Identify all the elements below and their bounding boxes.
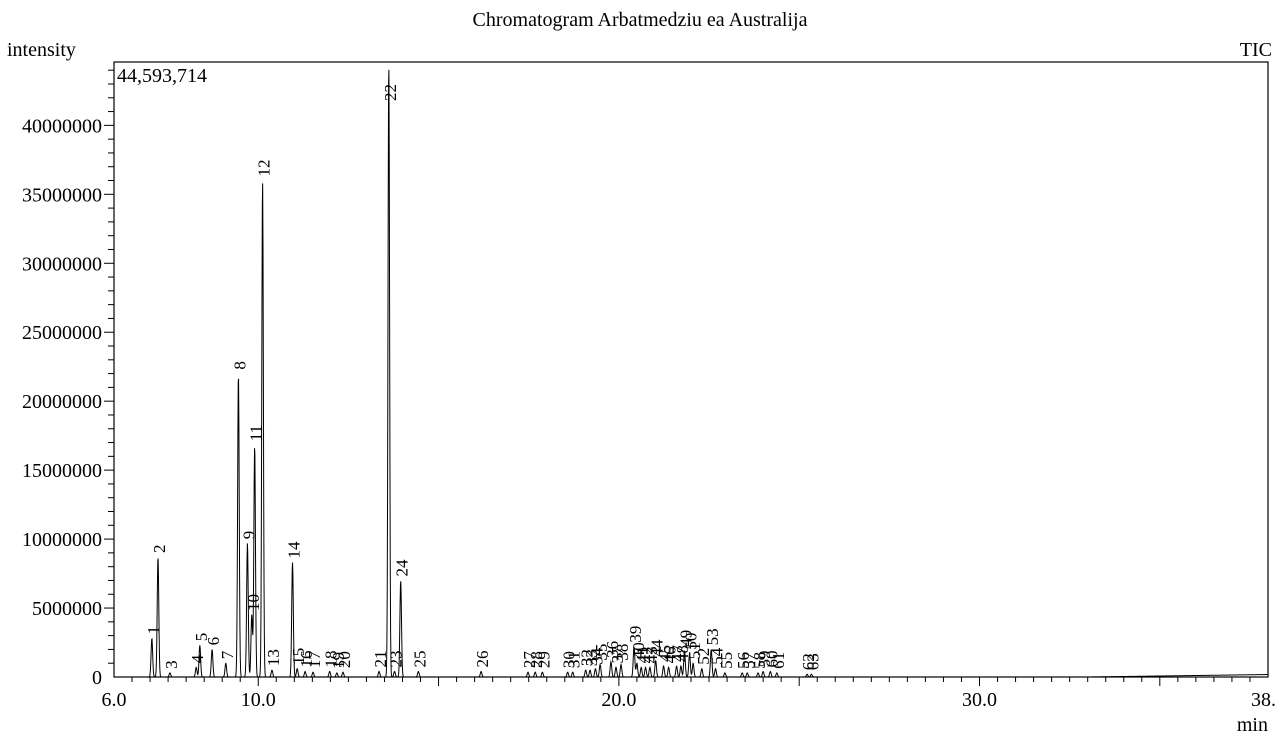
x-tick-label: 38.	[1251, 689, 1276, 711]
peak-label: 11	[247, 425, 266, 441]
peak-label: 45	[656, 645, 675, 662]
y-tick-label: 25000000	[22, 322, 102, 344]
peak-label: 58	[750, 652, 769, 669]
chart-title: Chromatogram Arbatmedziu ea Australija	[473, 9, 808, 31]
peak-label: 22	[381, 84, 400, 101]
x-axis-label: min	[1237, 714, 1268, 736]
peak-label: 21	[371, 650, 390, 667]
y-tick-label: 40000000	[22, 115, 102, 137]
peak-label: 37	[608, 646, 627, 664]
peak-label: 14	[285, 541, 304, 559]
peak-label: 7	[218, 650, 237, 659]
peak-label: 36	[603, 641, 622, 658]
peak-label: 34	[587, 647, 606, 665]
peak-label: 47	[669, 644, 688, 662]
peak-label: 49	[677, 630, 696, 647]
peak-label: 54	[708, 647, 727, 665]
peak-label: 46	[661, 646, 680, 663]
peak-label: 48	[673, 645, 692, 662]
peak-label: 52	[694, 648, 713, 665]
peak-label: 31	[565, 651, 584, 668]
peak-label: 24	[393, 559, 412, 577]
axes: 6.0 10.0 20.0 30.0 38. 0 5000000 10000000 150000…	[22, 69, 1276, 711]
peak-label: 26	[473, 650, 492, 667]
peak-label: 44	[648, 639, 667, 657]
peak-label: 15	[289, 648, 308, 665]
peak-label: 63	[803, 653, 822, 670]
peak-label: 62	[799, 653, 818, 670]
peak-label: 3	[162, 660, 181, 669]
y-tick-label: 30000000	[22, 253, 102, 275]
peak-label: 20	[335, 651, 354, 668]
peak-label: 43	[642, 646, 661, 663]
peak-label: 4	[188, 654, 207, 663]
peak-label: 32	[578, 649, 597, 666]
tic-trace	[114, 69, 1268, 678]
peak-label: 38	[613, 644, 632, 661]
y-tick-label: 10000000	[22, 529, 102, 551]
peak-label: 13	[264, 649, 283, 666]
peak-label: 42	[638, 646, 657, 663]
peak-label: 5	[192, 633, 211, 642]
peak-label: 2	[150, 545, 169, 554]
peak-label: 6	[204, 637, 223, 646]
peak-label: 60	[762, 650, 781, 667]
max-intensity-label: 44,593,714	[117, 65, 207, 87]
peak-label: 30	[560, 651, 579, 668]
peak-label: 10	[244, 594, 263, 611]
x-tick-label: 10.0	[241, 689, 276, 711]
peak-label: 27	[520, 651, 539, 669]
peak-label: 33	[582, 649, 601, 666]
trace-label: TIC	[1240, 39, 1272, 61]
plot-frame	[113, 61, 1269, 678]
peak-label: 53	[703, 628, 722, 645]
y-tick-label: 35000000	[22, 184, 102, 206]
peak-label: 9	[239, 531, 258, 540]
peak-label: 28	[527, 651, 546, 668]
peak-label: 35	[592, 644, 611, 661]
peak-label: 57	[739, 651, 758, 669]
peak-label: 41	[633, 646, 652, 663]
peak-label: 51	[685, 642, 704, 659]
peak-label: 19	[329, 652, 348, 669]
peak-label: 8	[230, 361, 249, 370]
peak-label: 39	[626, 626, 645, 643]
peak-label: 23	[387, 650, 406, 667]
y-tick-label: 20000000	[22, 391, 102, 413]
peak-label: 17	[305, 651, 324, 669]
y-tick-label: 15000000	[22, 460, 102, 482]
peak-label: 18	[322, 650, 341, 667]
peak-label: 16	[297, 650, 316, 667]
peak-label: 29	[534, 651, 553, 668]
peak-label: 61	[769, 652, 788, 669]
y-tick-label: 5000000	[32, 598, 102, 620]
peak-label: 59	[755, 650, 774, 667]
peak-label: 55	[717, 652, 736, 669]
x-tick-label: 20.0	[601, 689, 636, 711]
y-tick-label: 0	[92, 667, 102, 689]
x-tick-label: 30.0	[962, 689, 997, 711]
x-tick-label: 6.0	[102, 689, 127, 711]
peak-label: 12	[255, 160, 274, 177]
peak-label: 40	[629, 642, 648, 659]
y-axis-label: intensity	[7, 39, 76, 61]
peak-label: 50	[682, 633, 701, 650]
peak-label: 56	[734, 652, 753, 669]
peak-label: 25	[410, 650, 429, 667]
peak-label: 1	[144, 626, 163, 635]
